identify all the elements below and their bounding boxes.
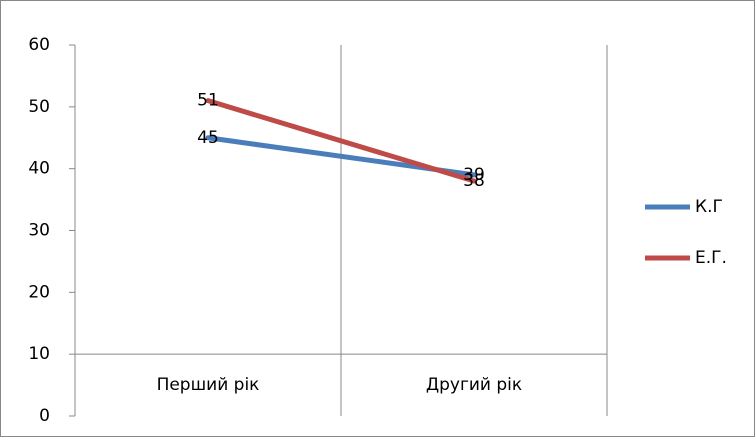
y-tick-label: 10: [28, 344, 50, 364]
y-tick-label: 60: [28, 35, 50, 55]
legend-label: Е.Г.: [695, 248, 727, 268]
data-label: 39: [463, 165, 485, 185]
data-label: 38: [463, 171, 485, 191]
y-tick-label: 40: [28, 159, 50, 179]
series-line: [205, 98, 477, 184]
y-tick-label: 50: [28, 97, 50, 117]
x-tick-label: Перший рік: [157, 375, 260, 395]
legend-label: К.Г: [695, 197, 723, 217]
data-label: 45: [197, 128, 219, 148]
y-tick-label: 0: [39, 406, 50, 426]
y-tick-label: 30: [28, 221, 50, 241]
x-tick-label: Другий рік: [426, 375, 522, 395]
y-tick-label: 20: [28, 282, 50, 302]
data-label: 51: [197, 91, 219, 111]
